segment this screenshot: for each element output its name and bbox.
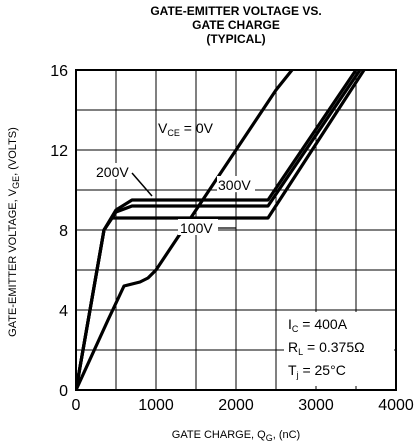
annotation-200v: 200V [96,164,129,180]
x-axis-label: GATE CHARGE, QG, (nC) [172,429,300,443]
chart-title-line-3: (TYPICAL) [206,32,265,46]
chart-title-line-2: GATE CHARGE [192,18,280,32]
curves [76,70,366,390]
label-100v-background [178,219,218,235]
y-tick-labels: 0 4 8 12 16 [50,63,68,400]
y-tick-label: 16 [50,63,68,80]
y-tick-label: 4 [59,303,68,320]
condition-tj: Tj = 25°C [288,362,346,380]
x-tick-label: 3000 [298,397,334,414]
x-tick-label: 1000 [138,397,174,414]
y-axis-label: GATE-EMITTER VOLTAGE, VGE, (VOLTS) [7,127,21,337]
x-tick-label: 0 [72,397,81,414]
x-tick-labels: 0 1000 2000 3000 4000 [72,397,414,414]
annotation-100v: 100V [180,220,213,236]
label-200v-background [96,163,134,179]
x-tick-label: 4000 [378,397,414,414]
condition-ic: IC = 400A [288,316,348,334]
plot-frame [75,69,397,391]
y-tick-label: 12 [50,143,68,160]
condition-rl: RL = 0.375Ω [288,339,365,357]
leader-line-200v [131,172,153,197]
conditions-background [284,312,394,386]
curve-300v [76,70,362,390]
label-300v-background [217,176,255,192]
y-tick-label: 8 [59,223,68,240]
chart-title-line-1: GATE-EMITTER VOLTAGE VS. [150,4,321,18]
annotation-vce-0v: VCE = 0V [158,120,214,138]
curve-vce-0v [76,70,294,390]
annotation-300v: 300V [218,177,251,193]
x-tick-label: 2000 [218,397,254,414]
y-tick-label: 0 [59,383,68,400]
